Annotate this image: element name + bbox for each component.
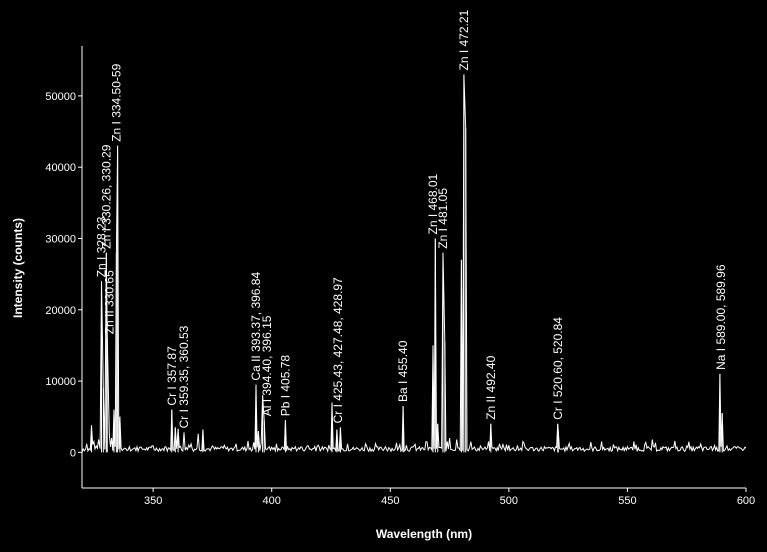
peak-label: Cr I 520.60, 520.84: [551, 317, 565, 420]
peak-label: Zn I 330.26, 330.29: [99, 144, 113, 248]
peak-label: Cr I 425.43, 427.48, 428.97: [331, 277, 345, 423]
y-axis-title: Intensity (counts): [11, 218, 25, 318]
peak-label: Pb I 405.78: [278, 355, 292, 417]
peak-label: Zn I 334.50-59: [110, 63, 124, 141]
y-tick-label: 50000: [45, 91, 76, 103]
y-tick-label: 40000: [45, 162, 76, 174]
peak-label: Cr I 357.87: [165, 346, 179, 406]
y-tick-label: 20000: [45, 305, 76, 317]
peak-label: Zn II 492.40: [484, 355, 498, 419]
spectrum-line: [81, 74, 747, 454]
x-tick-label: 350: [144, 495, 162, 507]
y-tick-label: 10000: [45, 376, 76, 388]
peak-label: Zn II 330.65: [103, 270, 117, 334]
plot-area: [81, 74, 747, 454]
peak-label: Zn I 472.21: [457, 9, 471, 70]
y-tick-label: 0: [70, 447, 76, 459]
peak-label: Zn I 328.23: [95, 216, 109, 277]
x-tick-label: 450: [381, 495, 399, 507]
x-axis-title: Wavelength (nm): [376, 527, 472, 541]
peak-label: Ba I 455.40: [396, 340, 410, 402]
x-tick-label: 400: [263, 495, 281, 507]
x-tick-label: 600: [737, 495, 755, 507]
peak-label: Na I 589.00, 589.96: [714, 264, 728, 370]
peak-label: Al I 394.40, 396.15: [260, 315, 274, 416]
x-axis: 350 400 450 500 550 600: [82, 487, 755, 507]
x-tick-label: 550: [618, 495, 636, 507]
x-tick-label: 500: [500, 495, 518, 507]
peak-label: Zn I 468.01: [426, 173, 440, 234]
y-tick-label: 30000: [45, 233, 76, 245]
peak-label: Ca II 393.37, 396.84: [249, 272, 263, 381]
y-axis: 0 10000 20000 30000 40000 50000: [45, 46, 83, 488]
peak-label: Zn I 481.05: [436, 188, 450, 249]
peak-label: Cr I 359.35, 360.53: [177, 325, 191, 428]
